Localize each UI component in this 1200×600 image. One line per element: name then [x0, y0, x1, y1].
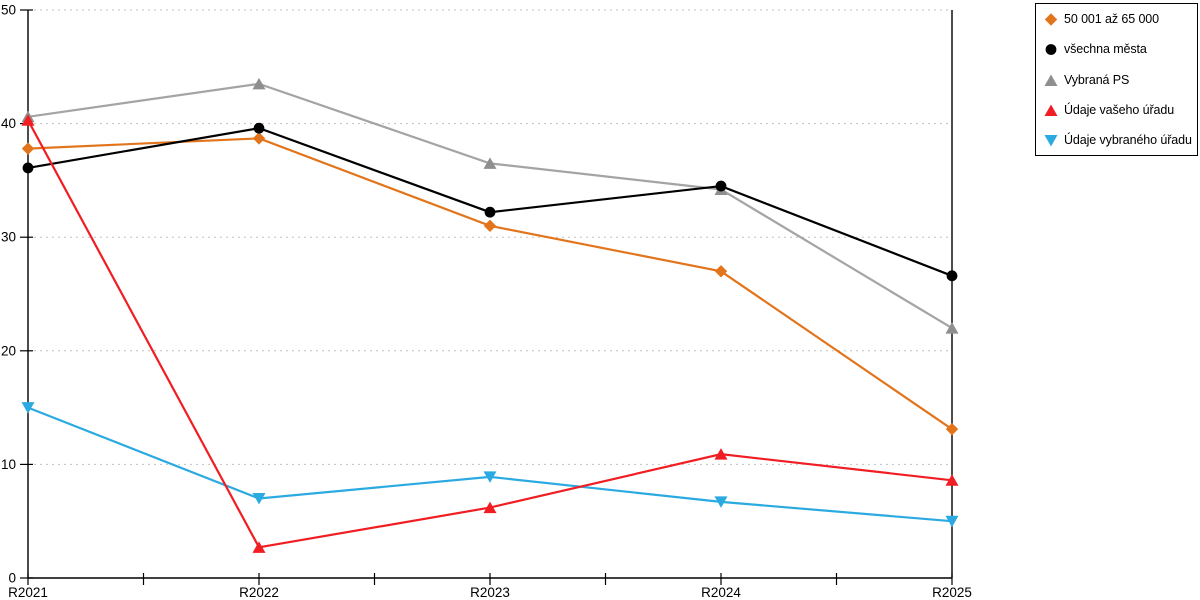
series-line	[27, 127, 953, 277]
x-tick-label: R2025	[932, 585, 972, 600]
series-line	[27, 82, 953, 330]
circle-glyph	[1045, 44, 1057, 56]
data-point-marker	[946, 270, 958, 282]
chart-legend: 50 001 až 65 000 všechna města Vybraná PS Ú…	[1035, 3, 1198, 156]
legend-label: Údaje vašeho úřadu	[1064, 102, 1175, 117]
triangle-down-icon	[1044, 133, 1058, 147]
legend-label: Údaje vybraného úřadu	[1064, 133, 1192, 147]
data-point-marker	[945, 422, 959, 436]
data-point-marker	[483, 501, 497, 514]
x-tick-label: R2023	[470, 585, 510, 600]
data-point-marker	[714, 448, 728, 460]
y-tick-label: 20	[1, 343, 16, 358]
data-point-marker	[483, 219, 497, 233]
data-point-marker	[945, 322, 959, 334]
series-triangle-up	[21, 114, 959, 553]
y-tick-label: 30	[1, 230, 16, 245]
triangle-up-icon	[1044, 73, 1058, 87]
legend-label: všechna města	[1064, 42, 1147, 57]
x-tick-label: R2022	[239, 585, 279, 600]
triangle-up-glyph	[1044, 104, 1058, 116]
legend-item: Vybraná PS	[1044, 73, 1189, 87]
data-point-marker	[945, 474, 959, 486]
series-triangle-up	[21, 77, 959, 334]
legend-label: Vybraná PS	[1064, 72, 1130, 87]
data-point-marker	[252, 541, 266, 553]
data-point-marker	[252, 492, 266, 505]
data-point-marker	[484, 206, 496, 218]
series-diamond	[21, 132, 959, 436]
circle-icon	[1044, 42, 1058, 56]
y-tick-label: 10	[1, 457, 16, 472]
data-point-marker	[21, 142, 35, 155]
y-tick-label: 0	[8, 571, 16, 586]
diamond-icon	[1044, 12, 1058, 26]
data-point-marker	[21, 114, 35, 126]
legend-item: 50 001 až 65 000	[1044, 12, 1189, 26]
data-point-marker	[252, 132, 266, 145]
series-triangle-down	[21, 402, 959, 528]
data-point-marker	[253, 122, 265, 134]
y-tick-label: 40	[1, 116, 16, 131]
data-point-marker	[22, 162, 34, 174]
triangle-down-glyph	[1044, 135, 1058, 147]
series-circle	[22, 122, 958, 282]
legend-item: všechna města	[1044, 42, 1189, 56]
legend-item: Údaje vybraného úřadu	[1044, 133, 1192, 147]
data-point-marker	[714, 265, 728, 278]
data-point-marker	[483, 471, 497, 483]
x-tick-label: R2024	[701, 585, 741, 600]
triangle-up-icon	[1044, 103, 1058, 117]
data-point-marker	[945, 515, 959, 528]
triangle-up-glyph	[1044, 74, 1058, 86]
x-tick-label: R2021	[8, 585, 48, 600]
data-point-marker	[714, 496, 728, 508]
data-point-marker	[252, 77, 266, 90]
legend-item: Údaje vašeho úřadu	[1044, 103, 1189, 117]
data-point-marker	[483, 157, 497, 169]
data-point-marker	[21, 402, 35, 414]
diamond-glyph	[1044, 13, 1058, 26]
data-point-marker	[715, 180, 727, 192]
legend-label: 50 001 až 65 000	[1064, 12, 1160, 26]
series-line	[27, 137, 953, 431]
y-tick-label: 50	[1, 3, 16, 18]
